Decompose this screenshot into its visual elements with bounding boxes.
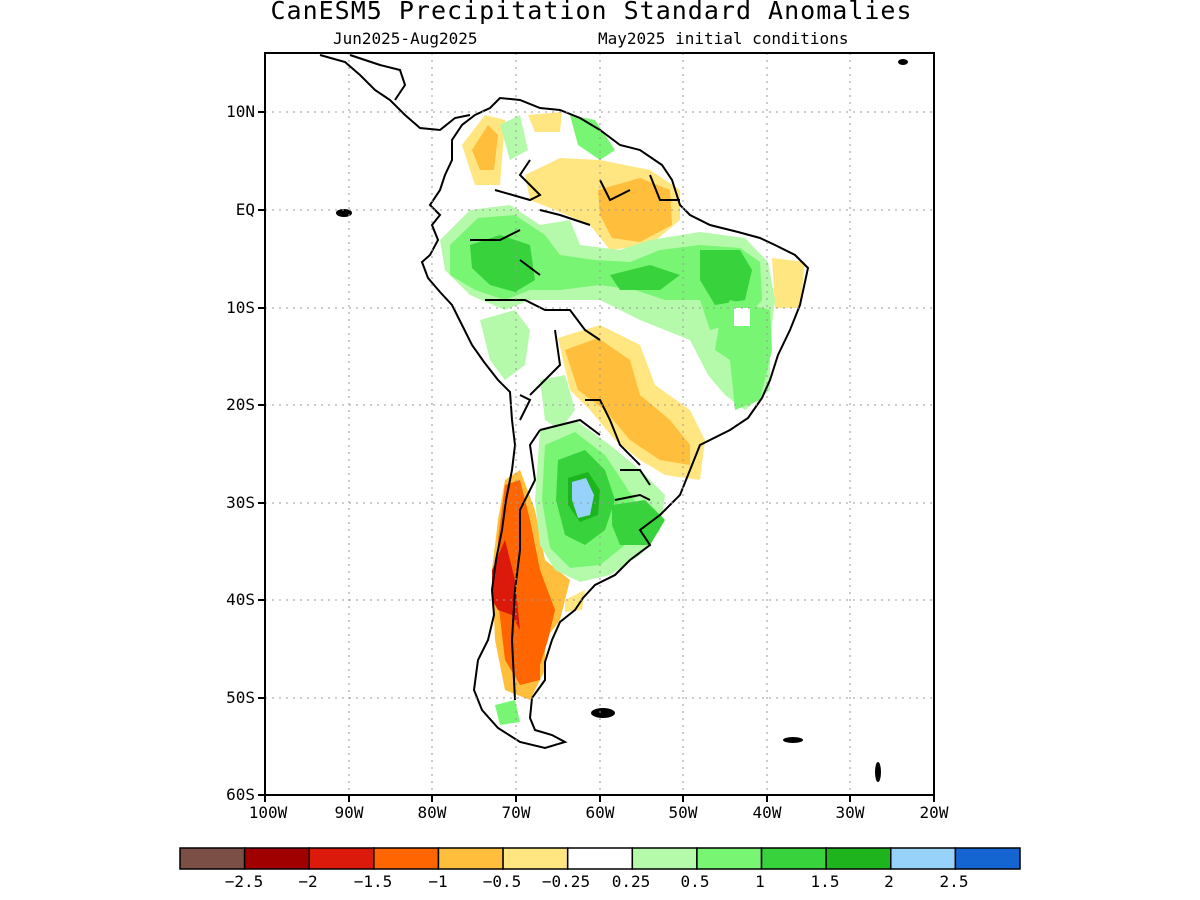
colorbar-label: −1.5 (353, 872, 393, 891)
colorbar-swatch (373, 847, 440, 870)
colorbar-label: 0.5 (680, 872, 710, 891)
colorbar-swatch (437, 847, 504, 870)
initial-conditions-label: May2025 initial conditions (598, 29, 849, 48)
y-label-20s: 20S (226, 395, 255, 414)
y-label-30s: 30S (226, 493, 255, 512)
anomaly-field (425, 90, 810, 740)
colorbar-swatch (308, 847, 375, 870)
y-label-eq: EQ (235, 200, 255, 219)
colorbar-label: −2.5 (224, 872, 264, 891)
anomaly-pos-east-brazil (715, 300, 772, 410)
anomaly-pos-trinidad (570, 115, 615, 160)
colorbar-label: 1.5 (810, 872, 840, 891)
anomaly-pos-peru (480, 310, 530, 380)
coastlines (319, 54, 810, 750)
falkland-islands (591, 708, 615, 718)
anomaly-neg-guiana-core (598, 178, 672, 242)
colorbar-swatch (243, 847, 310, 870)
anomaly-neg-patagonia-yellow (565, 590, 585, 612)
y-label-10s: 10S (226, 298, 255, 317)
land-mask-gap (734, 308, 750, 326)
galapagos-island (336, 209, 352, 217)
colorbar-label: −2 (298, 872, 318, 891)
atlantic-island (898, 59, 908, 65)
central-america-north (349, 54, 407, 101)
season-label: Jun2025-Aug2025 (333, 29, 478, 48)
colorbar-swatch (890, 847, 957, 870)
anomaly-pos-tierra-fuego (495, 700, 520, 725)
colorbar-swatch (566, 847, 634, 870)
anomaly-pos-bolivia (540, 375, 575, 430)
anomaly-neg-caribbean (528, 112, 562, 132)
x-label-70w: 70W (501, 803, 531, 822)
colorbar-label: 0.25 (611, 872, 651, 891)
y-label-10n: 10N (226, 102, 255, 121)
south-sandwich-islands (875, 762, 881, 782)
colorbar-swatch (696, 847, 763, 870)
colorbar-swatch (502, 847, 569, 870)
x-label-90w: 90W (334, 803, 364, 822)
anomaly-pos-argentina-peak (572, 478, 594, 518)
y-label-50s: 50S (226, 688, 255, 707)
chart-title: CanESM5 Precipitation Standard Anomalies (270, 0, 913, 25)
x-label-20w: 20W (919, 803, 949, 822)
colorbar-swatch (825, 847, 892, 870)
x-label-30w: 30W (835, 803, 865, 822)
anomaly-neg-colombia-core (472, 125, 498, 170)
central-america-coastline (319, 54, 471, 132)
anomaly-pos-caribbean (500, 115, 528, 160)
colorbar-swatch (179, 847, 246, 870)
anomaly-neg-ne-brazil (772, 258, 805, 308)
islands (336, 59, 908, 782)
anomaly-pos-amazon-core-e (700, 250, 752, 305)
x-label-60w: 60W (585, 803, 615, 822)
tick-marks (258, 111, 935, 802)
x-label-50w: 50W (668, 803, 698, 822)
south-georgia-island (783, 737, 803, 743)
country-borders (470, 159, 680, 701)
colorbar-swatch (631, 847, 698, 870)
x-label-100w: 100W (248, 803, 288, 822)
colorbar-label: 2.5 (939, 872, 969, 891)
y-label-40s: 40S (226, 590, 255, 609)
anomaly-pos-uruguay (612, 500, 665, 545)
anomaly-neg-central-core (565, 338, 690, 465)
colorbar-label: −0.5 (482, 872, 522, 891)
y-label-60s: 60S (226, 785, 255, 804)
colorbar-label: 2 (884, 872, 894, 891)
colorbar (179, 847, 1021, 870)
anomaly-pos-amazon-core-c (610, 265, 680, 290)
x-label-80w: 80W (417, 803, 447, 822)
colorbar-swatch (954, 847, 1021, 870)
colorbar-label: 1 (755, 872, 765, 891)
colorbar-label: −1 (428, 872, 448, 891)
south-america-coastline (420, 96, 810, 750)
grid-lines (265, 53, 934, 795)
colorbar-swatch (760, 847, 827, 870)
x-label-40w: 40W (752, 803, 782, 822)
anomaly-pos-amazon-core-w (470, 235, 535, 292)
anomaly-pos-amazon-green (450, 215, 762, 330)
colorbar-label: −0.25 (541, 872, 591, 891)
